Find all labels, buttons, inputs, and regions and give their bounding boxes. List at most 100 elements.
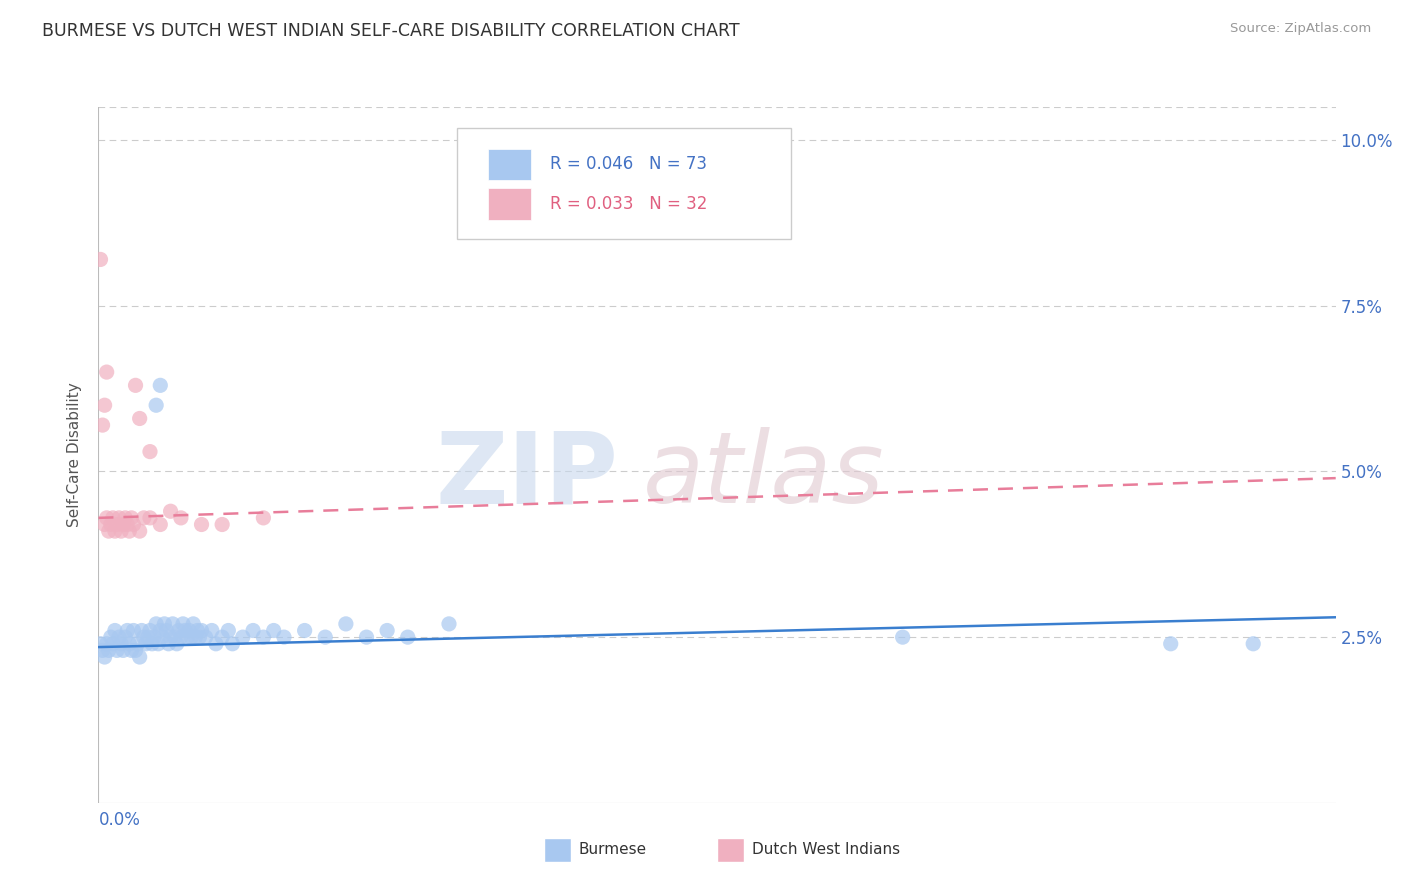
Point [135, 637, 157, 651]
Point [375, 624, 398, 638]
Point [127, 637, 149, 651]
Point [104, 524, 127, 538]
Y-axis label: Self-Care Disability: Self-Care Disability [67, 383, 83, 527]
Point [155, 624, 177, 638]
Point [221, 637, 243, 651]
Point [170, 630, 193, 644]
Point [124, 643, 146, 657]
Point [132, 630, 155, 644]
Point [335, 616, 357, 631]
Point [150, 630, 173, 644]
Point [141, 637, 163, 651]
Point [176, 630, 198, 644]
Point [179, 624, 201, 638]
Point [104, 624, 127, 638]
Point [91, 643, 114, 657]
Text: atlas: atlas [643, 427, 884, 524]
Point [89, 252, 111, 267]
Point [184, 630, 207, 644]
Point [162, 616, 184, 631]
Point [205, 637, 228, 651]
Text: 0.0%: 0.0% [98, 811, 141, 830]
Point [93, 650, 115, 665]
Point [273, 630, 295, 644]
Point [100, 630, 122, 644]
Point [167, 624, 190, 638]
Point [190, 517, 212, 532]
Point [188, 630, 211, 644]
Point [157, 637, 180, 651]
Point [174, 624, 197, 638]
Point [96, 637, 118, 651]
Point [136, 630, 159, 644]
Point [356, 630, 378, 644]
Point [145, 616, 167, 631]
Point [100, 517, 122, 532]
Point [149, 517, 172, 532]
Point [166, 637, 188, 651]
Bar [488, 188, 531, 219]
Point [186, 624, 208, 638]
Point [211, 630, 233, 644]
Point [89, 637, 111, 651]
Point [112, 517, 135, 532]
Point [118, 637, 141, 651]
Point [122, 624, 145, 638]
Point [110, 637, 132, 651]
Point [163, 630, 186, 644]
Point [294, 624, 316, 638]
Point [108, 630, 131, 644]
Point [891, 630, 914, 644]
Point [263, 624, 285, 638]
Point [93, 517, 115, 532]
Point [149, 624, 172, 638]
Point [120, 643, 142, 657]
Point [201, 624, 224, 638]
Point [170, 511, 193, 525]
Bar [488, 149, 531, 180]
Point [153, 616, 176, 631]
Point [211, 517, 233, 532]
Point [1160, 637, 1182, 651]
Text: R = 0.046   N = 73: R = 0.046 N = 73 [550, 155, 707, 173]
Point [181, 616, 204, 631]
Point [114, 511, 136, 525]
Point [122, 517, 145, 532]
Point [149, 378, 172, 392]
Point [139, 511, 162, 525]
Point [148, 637, 170, 651]
Point [242, 624, 264, 638]
Point [91, 418, 114, 433]
Point [128, 411, 150, 425]
Text: Source: ZipAtlas.com: Source: ZipAtlas.com [1230, 22, 1371, 36]
Point [108, 511, 131, 525]
Point [172, 616, 194, 631]
Point [159, 630, 181, 644]
Point [117, 517, 139, 532]
Point [128, 524, 150, 538]
Point [105, 643, 128, 657]
Point [96, 511, 118, 525]
Point [252, 511, 274, 525]
Point [97, 524, 120, 538]
Point [190, 624, 212, 638]
Point [396, 630, 419, 644]
FancyBboxPatch shape [457, 128, 792, 239]
Point [232, 630, 254, 644]
Point [217, 624, 239, 638]
Text: Dutch West Indians: Dutch West Indians [752, 842, 900, 857]
Point [132, 511, 155, 525]
Point [143, 630, 166, 644]
Bar [544, 838, 571, 862]
Point [114, 630, 136, 644]
Point [124, 378, 146, 392]
Point [96, 365, 118, 379]
Text: R = 0.033   N = 32: R = 0.033 N = 32 [550, 195, 707, 213]
Text: BURMESE VS DUTCH WEST INDIAN SELF-CARE DISABILITY CORRELATION CHART: BURMESE VS DUTCH WEST INDIAN SELF-CARE D… [42, 22, 740, 40]
Point [101, 511, 124, 525]
Point [112, 643, 135, 657]
Point [110, 524, 132, 538]
Point [314, 630, 336, 644]
Text: Burmese: Burmese [578, 842, 647, 857]
Point [145, 398, 167, 412]
